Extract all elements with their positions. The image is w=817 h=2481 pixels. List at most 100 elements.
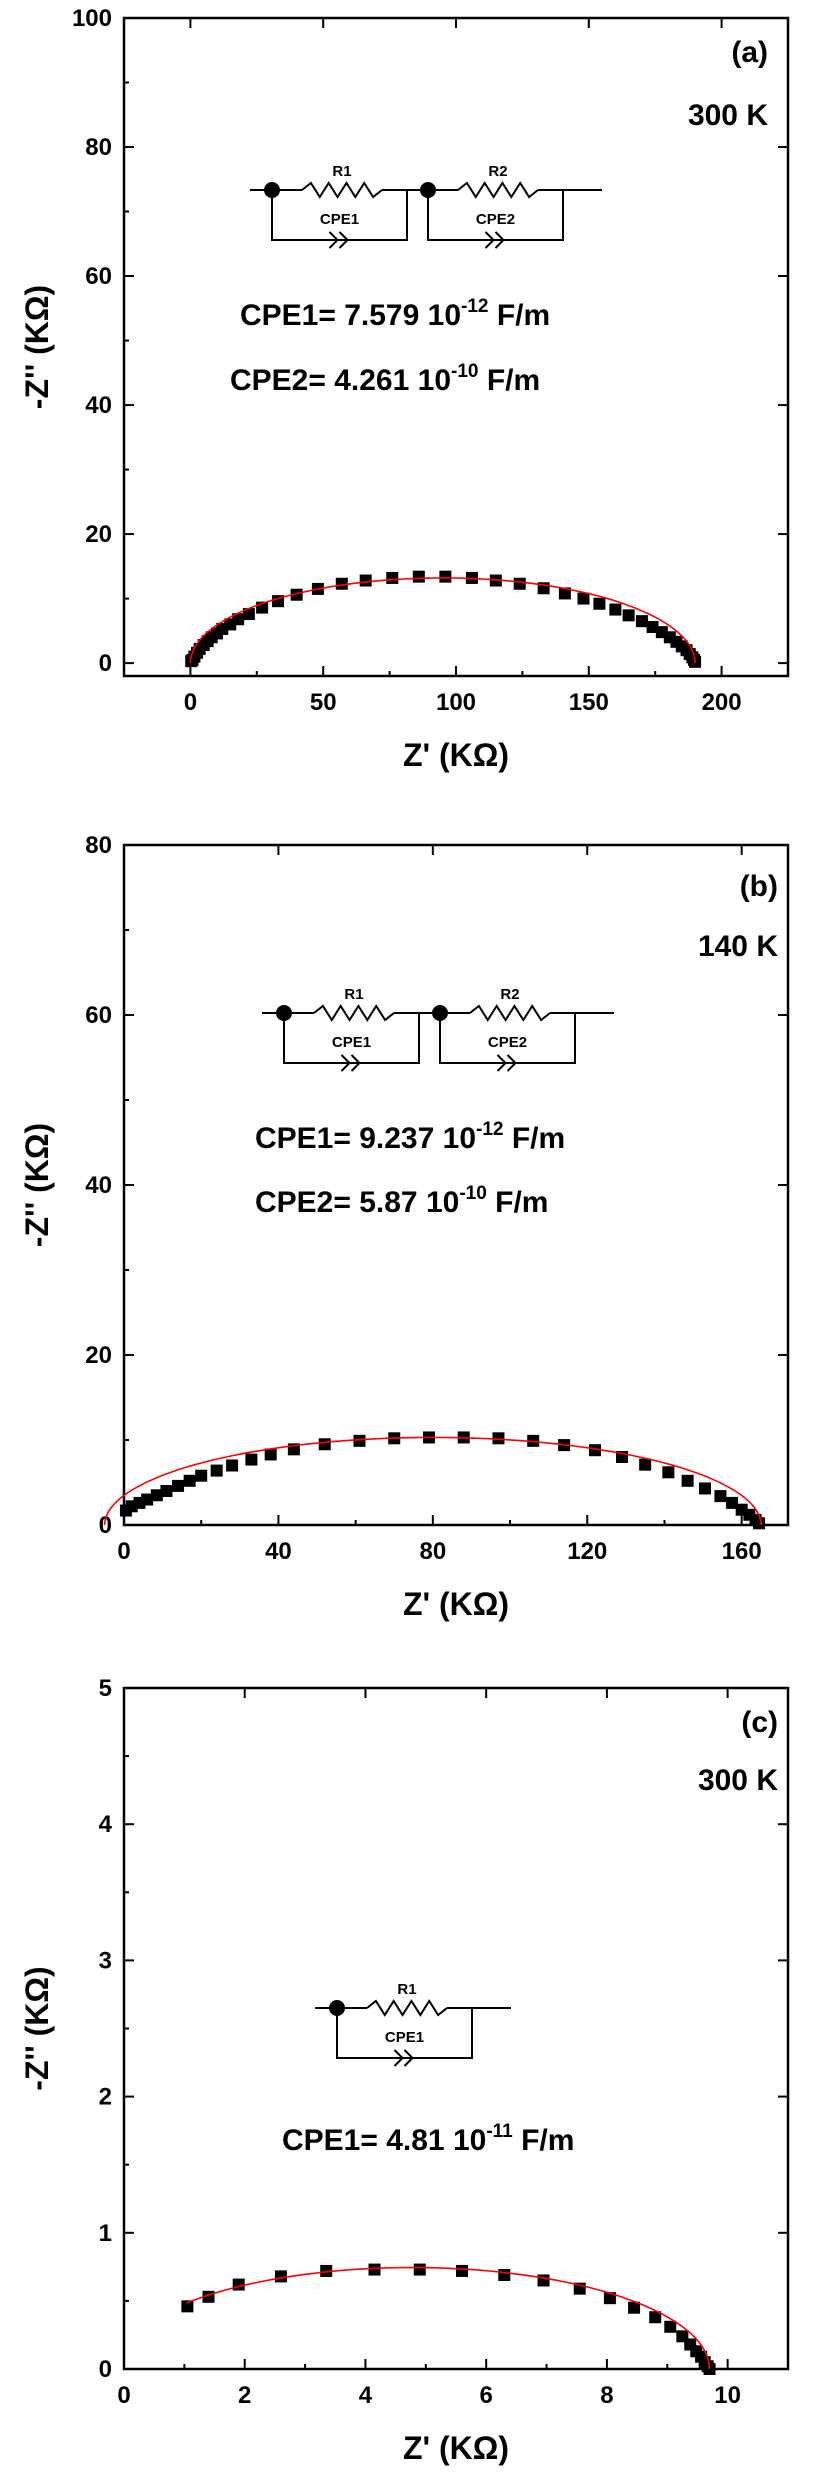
panel-label: (a) bbox=[731, 36, 768, 69]
cpe-value-text: CPE1= 9.237 10 bbox=[255, 1122, 476, 1155]
fit-curve bbox=[185, 2266, 711, 2370]
cpe-value-cpe1: CPE1= 7.579 10-12 F/m bbox=[240, 296, 550, 332]
data-point bbox=[368, 2263, 381, 2276]
cpe-exponent: -12 bbox=[476, 1119, 503, 1140]
cpe-value-text: CPE1= 4.81 10 bbox=[282, 2124, 486, 2157]
cpe-value-cpe1: CPE1= 9.237 10-12 F/m bbox=[255, 1119, 565, 1155]
plot-frame bbox=[122, 843, 790, 1527]
measured-series bbox=[185, 570, 702, 668]
cpe-exponent: -10 bbox=[451, 361, 478, 382]
y-axis-label: -Z'' (KΩ) bbox=[19, 285, 55, 409]
cpe-value-cpe2: CPE2= 4.261 10-10 F/m bbox=[230, 361, 540, 397]
y-tick-label: 5 bbox=[99, 1675, 112, 1702]
resistor-symbol bbox=[366, 1999, 448, 2017]
data-point bbox=[320, 2264, 333, 2277]
x-axis-label: Z' (KΩ) bbox=[403, 1586, 509, 1622]
cpe-symbol bbox=[403, 2049, 414, 2067]
data-point bbox=[662, 1466, 675, 1479]
data-point bbox=[558, 587, 571, 600]
data-point bbox=[639, 1458, 652, 1471]
data-point bbox=[232, 613, 245, 626]
data-point bbox=[290, 588, 303, 601]
cpe-symbol bbox=[338, 231, 349, 249]
x-tick-label: 200 bbox=[702, 689, 742, 716]
panel-label: (c) bbox=[741, 1706, 778, 1739]
cpe-unit: F/m bbox=[503, 1122, 565, 1155]
cpe-symbol bbox=[506, 1054, 517, 1072]
data-point bbox=[603, 2292, 616, 2305]
data-point bbox=[492, 1432, 505, 1445]
x-axis-label: Z' (KΩ) bbox=[403, 2430, 509, 2466]
y-tick-label: 40 bbox=[85, 392, 112, 419]
cpe-symbol bbox=[496, 1054, 507, 1072]
data-point bbox=[456, 2264, 469, 2277]
data-point bbox=[498, 2269, 511, 2282]
x-axis-label: Z' (KΩ) bbox=[403, 737, 509, 773]
x-tick-label: 50 bbox=[310, 689, 337, 716]
data-point bbox=[413, 2263, 426, 2276]
data-point bbox=[242, 608, 255, 621]
measured-series bbox=[181, 2263, 716, 2375]
resistor-symbol bbox=[301, 181, 383, 199]
data-point bbox=[646, 620, 659, 633]
x-tick-label: 0 bbox=[117, 1538, 130, 1565]
data-point bbox=[588, 1444, 601, 1457]
y-tick-label: 80 bbox=[85, 832, 112, 859]
chart-panel-c: 0 2 4 6 8 10 0 1 2 3 4 5 Z' (KΩ) -Z'' (KΩ) (c) 300 K R1 C… bbox=[19, 1675, 790, 2466]
data-point bbox=[359, 574, 372, 587]
resistor-symbol bbox=[457, 181, 539, 199]
chart-panel-b: 0 40 80 120 160 0 20 40 60 80 Z' (KΩ) -Z'' (KΩ) (b) 1… bbox=[19, 832, 790, 1622]
cpe-branch bbox=[283, 1013, 420, 1064]
cpe-exponent: -12 bbox=[461, 296, 488, 317]
plot-frame bbox=[122, 1686, 790, 2371]
data-point bbox=[195, 1469, 208, 1482]
cpe-branch bbox=[427, 190, 564, 241]
data-point bbox=[172, 1479, 185, 1492]
cpe-label: CPE1 bbox=[385, 2029, 424, 2046]
cpe-exponent: -10 bbox=[459, 1183, 486, 1204]
data-point bbox=[210, 1464, 223, 1477]
equivalent-circuit: R1 CPE1 R2 CPE2 bbox=[250, 163, 602, 249]
cpe-unit: F/m bbox=[478, 364, 540, 397]
data-point bbox=[726, 1496, 739, 1509]
cpe-branch bbox=[271, 190, 408, 241]
cpe-value-cpe2: CPE2= 5.87 10-10 F/m bbox=[255, 1183, 548, 1219]
resistor-label: R1 bbox=[344, 986, 363, 1003]
data-point bbox=[226, 1459, 239, 1472]
cpe-unit: F/m bbox=[513, 2124, 575, 2157]
x-tick-label: 4 bbox=[359, 2382, 373, 2409]
y-tick-label: 0 bbox=[99, 1512, 112, 1539]
data-point bbox=[232, 2278, 245, 2291]
data-point bbox=[150, 1489, 163, 1502]
y-tick-label: 60 bbox=[85, 263, 112, 290]
y-axis-label: -Z'' (KΩ) bbox=[19, 1966, 55, 2090]
y-tick-label: 20 bbox=[85, 1342, 112, 1369]
cpe-symbol bbox=[340, 1054, 351, 1072]
data-point bbox=[335, 577, 348, 590]
data-point bbox=[628, 2301, 641, 2314]
cpe-symbol bbox=[484, 231, 495, 249]
data-point bbox=[635, 615, 648, 628]
cpe-exponent: -11 bbox=[486, 2121, 513, 2142]
x-tick-label: 8 bbox=[600, 2382, 613, 2409]
data-point bbox=[703, 2363, 716, 2375]
data-point bbox=[183, 1474, 196, 1487]
resistor-label: R1 bbox=[332, 163, 351, 180]
x-tick-label: 0 bbox=[117, 2382, 130, 2409]
temperature-label: 140 K bbox=[698, 930, 778, 963]
cpe-branch bbox=[336, 2008, 473, 2059]
data-point bbox=[439, 570, 452, 583]
x-tick-label: 150 bbox=[569, 689, 609, 716]
data-point bbox=[274, 2270, 287, 2283]
cpe-branch bbox=[439, 1013, 576, 1064]
measured-series bbox=[119, 1431, 766, 1530]
data-point bbox=[353, 1434, 366, 1447]
data-point bbox=[245, 1453, 258, 1466]
data-point bbox=[181, 2300, 194, 2313]
y-tick-label: 0 bbox=[99, 650, 112, 677]
y-tick-label: 40 bbox=[85, 1172, 112, 1199]
data-point bbox=[318, 1438, 331, 1451]
data-point bbox=[753, 1517, 766, 1530]
cpe-label: CPE2 bbox=[476, 211, 515, 228]
